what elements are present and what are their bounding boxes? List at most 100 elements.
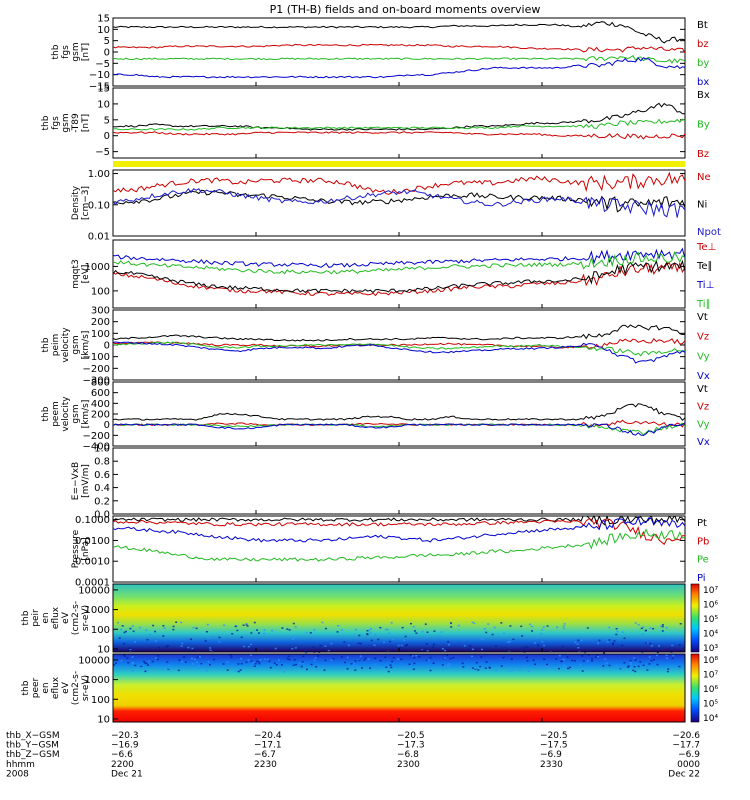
spectrogram-cell [652,658,655,661]
spectrogram-cell [263,658,266,660]
spectrogram [113,654,685,722]
spectrogram-cell [190,638,192,640]
spectrogram-cell [240,636,243,639]
spectrogram-cell [162,668,164,671]
spectrogram-cell [404,635,407,638]
spectrogram-cell [473,667,476,670]
panel-9: thbpeirenefluxeV(cm2-s-sr-eV) 10000 1000 10… [21,583,718,655]
spectrogram-cell [512,638,515,641]
spectrogram-cell [633,666,636,668]
spectrogram-cell [512,669,514,671]
spectrogram-cell [374,657,377,659]
spectrogram-cell [245,661,248,664]
spectrogram-cell [166,645,169,647]
y-tick-label: 1.0 [94,444,110,455]
series-line-Ni [113,189,685,213]
spectrogram-cell [582,660,585,662]
spectrogram-cell [542,626,545,628]
legend-Vy: Vy [697,351,710,362]
spectrogram-cell [623,637,626,639]
spectrogram-cell [534,663,536,666]
spectrogram-cell [646,669,649,671]
spectrogram-cell [338,648,341,650]
colorbar-tick-label: 10⁴ [703,630,718,640]
spectrogram-cell [579,663,582,666]
spectrogram-cell [433,643,435,646]
y-tick-label: −100 [83,352,110,363]
y-tick-label: 600 [91,388,110,399]
series-line-Vt [113,403,685,422]
spectrogram-cell [447,640,450,643]
spectrogram-cell [253,621,256,624]
spectrogram-cell [231,633,234,635]
spectrogram-cell [386,628,389,631]
spectrogram-cell [298,662,301,664]
spectrogram-cell [642,664,645,666]
spectrogram-cell [180,645,183,647]
spectrogram-cell [432,646,434,648]
spectrogram-cell [448,663,451,665]
spectrogram-cell [639,661,642,663]
spectrogram-cell [522,648,525,650]
spectrogram-cell [172,625,175,628]
spectrogram-cell [544,665,547,668]
spectrogram-cell [240,663,243,665]
spectrogram-cell [379,626,382,629]
spectrogram-cell [567,667,570,670]
spectrogram-cell [412,668,415,670]
y-tick-label: 0.8 [94,457,110,468]
spectrogram-cell [415,632,418,634]
spectrogram-cell [258,662,261,665]
spectrogram-cell [291,648,294,650]
spectrogram-cell [541,628,544,631]
spectrogram-cell [367,658,370,660]
spectrogram-cell [509,640,511,643]
spectrogram-cell [588,668,591,671]
spectrogram-cell [678,644,681,646]
legend-Ti⊥: Ti⊥ [696,280,714,291]
panel-ylabel: thbpeerenefluxeV(cm2-s-sr-eV) [21,671,91,705]
spectrogram-cell [223,624,226,626]
spectrogram-cell [356,666,359,668]
spectrogram-cell [410,654,413,657]
spectrogram-cell [653,648,656,650]
ephem-value: −17.5 [540,741,568,751]
spectrogram-cell [597,642,600,645]
spectrogram-cell [392,657,395,659]
ylabel-line: gsm [71,335,81,354]
spectrogram-cell [612,642,615,644]
spectrogram-cell [421,649,424,651]
series-line-by [113,55,685,64]
spectrogram-cell [269,666,272,669]
spectrogram-cell [608,664,611,667]
y-tick-label: 200 [91,410,110,421]
spectrogram-cell [330,642,333,645]
spectrogram-cell [187,646,190,649]
spectrogram-cell [408,663,411,665]
spectrogram-cell [327,649,330,652]
spectrogram-cell [406,643,408,646]
series-line-Ti⊥ [113,247,685,268]
legend-Te∥: Te∥ [696,261,713,272]
spectrogram-cell [125,667,128,669]
spectrogram-cell [561,645,564,648]
spectrogram-cell [300,665,303,668]
ephem-value: −6.8 [397,750,419,760]
spectrogram-cell [529,623,531,626]
spectrogram-cell [294,647,297,649]
panel-ylabel: Pressure[nPa] [71,529,91,568]
spectrogram-cell [603,651,606,654]
spectrogram-cell [370,649,373,652]
spectrogram-cell [648,656,651,658]
spectrogram-cell [374,663,377,665]
spectrogram-cell [401,626,404,629]
spectrogram-cell [637,623,640,626]
spectrogram-cell [358,634,361,637]
spectrogram-cell [661,624,664,626]
spectrogram-cell [191,657,193,660]
spectrogram-cell [526,646,529,648]
spectrogram-cell [250,632,253,634]
spectrogram-cell [410,622,412,625]
spectrogram-cell [191,663,194,665]
spectrogram-cell [359,642,362,645]
